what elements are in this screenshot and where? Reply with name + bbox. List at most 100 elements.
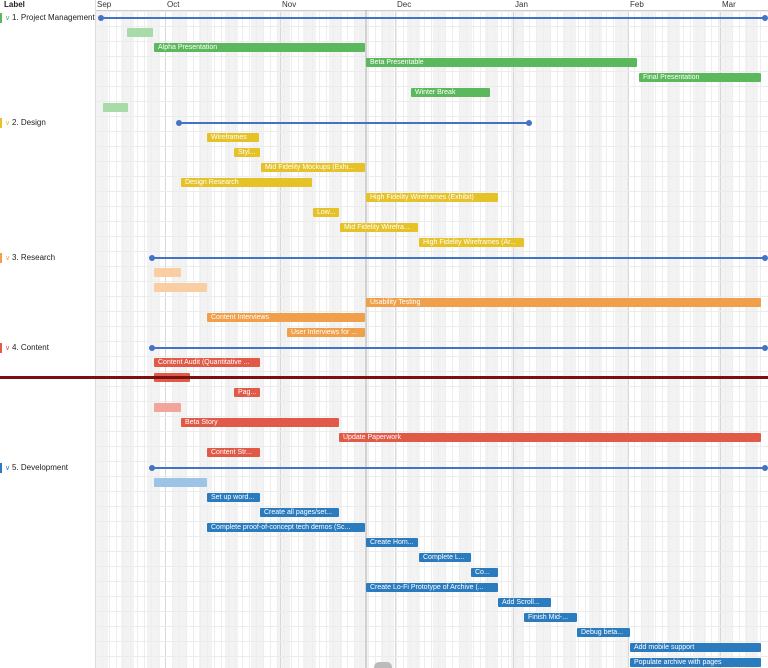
day-gridline bbox=[438, 10, 439, 668]
task-bar[interactable]: Create all pages/set... bbox=[260, 508, 339, 517]
summary-endpoint[interactable] bbox=[526, 120, 532, 126]
row-separator bbox=[0, 581, 768, 582]
day-gridline bbox=[529, 10, 530, 668]
day-gridline bbox=[298, 10, 299, 668]
week-stripe bbox=[381, 10, 394, 668]
task-bar[interactable]: Create Lo-Fi Prototype of Archive (... bbox=[366, 583, 498, 592]
row-separator bbox=[0, 386, 768, 387]
summary-endpoint[interactable] bbox=[762, 255, 768, 261]
task-bar[interactable]: Usability Testing bbox=[366, 298, 761, 307]
row-separator bbox=[0, 311, 768, 312]
task-bar[interactable]: Add mobile support bbox=[630, 643, 761, 652]
task-bar[interactable] bbox=[154, 403, 181, 412]
task-bar[interactable]: Winter Break bbox=[411, 88, 490, 97]
task-bar[interactable]: Beta Story bbox=[181, 418, 339, 427]
chevron-down-icon[interactable]: ∨ bbox=[4, 120, 11, 127]
day-gridline bbox=[235, 10, 236, 668]
day-gridline bbox=[214, 10, 215, 668]
day-gridline bbox=[473, 10, 474, 668]
day-gridline bbox=[676, 10, 677, 668]
task-bar[interactable]: User Interviews for ... bbox=[287, 328, 365, 337]
summary-endpoint[interactable] bbox=[149, 465, 155, 471]
task-bar[interactable]: Pag... bbox=[234, 388, 260, 397]
summary-endpoint[interactable] bbox=[762, 15, 768, 21]
task-bar[interactable]: High Fidelity Wireframes (Ar... bbox=[419, 238, 524, 247]
chevron-down-icon[interactable]: ∨ bbox=[4, 255, 11, 262]
task-bar[interactable] bbox=[127, 28, 153, 37]
day-gridline bbox=[732, 10, 733, 668]
summary-endpoint[interactable] bbox=[762, 465, 768, 471]
task-bar[interactable]: Create Hom... bbox=[366, 538, 418, 547]
task-bar[interactable]: Content Str... bbox=[207, 448, 260, 457]
label-column-header: Label bbox=[4, 0, 25, 9]
summary-endpoint[interactable] bbox=[149, 255, 155, 261]
task-bar[interactable]: Update Paperwork bbox=[339, 433, 761, 442]
day-gridline bbox=[711, 10, 712, 668]
task-bar[interactable] bbox=[154, 478, 207, 487]
task-bar[interactable] bbox=[154, 268, 181, 277]
day-gridline bbox=[683, 10, 684, 668]
task-bar[interactable]: Set up word... bbox=[207, 493, 260, 502]
task-bar[interactable]: Final Presentation bbox=[639, 73, 761, 82]
day-gridline bbox=[200, 10, 201, 668]
day-gridline bbox=[445, 10, 446, 668]
row-separator bbox=[0, 191, 768, 192]
chevron-down-icon[interactable]: ∨ bbox=[4, 15, 11, 22]
group-row-design[interactable]: ∨ 2. Design bbox=[0, 116, 95, 130]
task-bar[interactable]: Mid Fidelity Wirefra... bbox=[340, 223, 418, 232]
day-gridline bbox=[305, 10, 306, 668]
scroll-handle[interactable] bbox=[374, 662, 392, 668]
row-separator bbox=[0, 431, 768, 432]
chevron-down-icon[interactable]: ∨ bbox=[4, 465, 11, 472]
task-bar[interactable]: Content Interviews bbox=[207, 313, 365, 322]
group-summary-line bbox=[152, 347, 765, 349]
task-bar[interactable]: Low... bbox=[313, 208, 339, 217]
month-label: Jan bbox=[515, 0, 528, 9]
task-bar[interactable]: Complete L... bbox=[419, 553, 471, 562]
task-bar[interactable]: Debug beta... bbox=[577, 628, 630, 637]
day-gridline bbox=[494, 10, 495, 668]
task-bar[interactable]: Populate archive with pages bbox=[630, 658, 761, 667]
task-bar[interactable]: Alpha Presentation bbox=[154, 43, 365, 52]
summary-endpoint[interactable] bbox=[149, 345, 155, 351]
group-row-research[interactable]: ∨ 3. Research bbox=[0, 251, 95, 265]
task-bar[interactable]: Beta Presentable bbox=[366, 58, 637, 67]
task-bar[interactable]: Co... bbox=[471, 568, 498, 577]
group-row-content[interactable]: ∨ 4. Content bbox=[0, 341, 95, 355]
day-gridline bbox=[375, 10, 376, 668]
day-gridline bbox=[228, 10, 229, 668]
task-bar[interactable]: High Fidelity Wireframes (Exhibit) bbox=[366, 193, 498, 202]
day-gridline bbox=[361, 10, 362, 668]
task-bar[interactable]: Styl... bbox=[234, 148, 260, 157]
month-gridline bbox=[628, 0, 629, 668]
task-bar[interactable]: Mid Fidelity Mockups (Exhi... bbox=[261, 163, 365, 172]
row-separator bbox=[0, 476, 768, 477]
task-bar[interactable]: Finish Mid-... bbox=[524, 613, 577, 622]
task-bar[interactable] bbox=[154, 283, 207, 292]
row-separator bbox=[0, 101, 768, 102]
task-bar[interactable]: Add Scroll... bbox=[498, 598, 551, 607]
week-stripe bbox=[615, 10, 628, 668]
day-gridline bbox=[508, 10, 509, 668]
summary-endpoint[interactable] bbox=[762, 345, 768, 351]
task-bar[interactable]: Content Audit (Quantitative ... bbox=[154, 358, 260, 367]
week-stripe bbox=[563, 10, 576, 668]
group-color-marker bbox=[0, 253, 2, 263]
task-bar[interactable]: Design Research bbox=[181, 178, 312, 187]
chevron-down-icon[interactable]: ∨ bbox=[4, 345, 11, 352]
day-gridline bbox=[109, 10, 110, 668]
group-row-dev[interactable]: ∨ 5. Development bbox=[0, 461, 95, 475]
timeline-area[interactable] bbox=[95, 0, 768, 668]
day-gridline bbox=[403, 10, 404, 668]
day-gridline bbox=[634, 10, 635, 668]
summary-endpoint[interactable] bbox=[98, 15, 104, 21]
summary-endpoint[interactable] bbox=[176, 120, 182, 126]
day-gridline bbox=[326, 10, 327, 668]
week-stripe bbox=[225, 10, 238, 668]
task-bar[interactable]: Complete proof-of-concept tech demos (Sc… bbox=[207, 523, 365, 532]
task-bar[interactable]: Wireframes bbox=[207, 133, 259, 142]
group-row-pm[interactable]: ∨ 1. Project Management bbox=[0, 11, 95, 25]
day-gridline bbox=[739, 10, 740, 668]
day-gridline bbox=[389, 10, 390, 668]
task-bar[interactable] bbox=[103, 103, 128, 112]
